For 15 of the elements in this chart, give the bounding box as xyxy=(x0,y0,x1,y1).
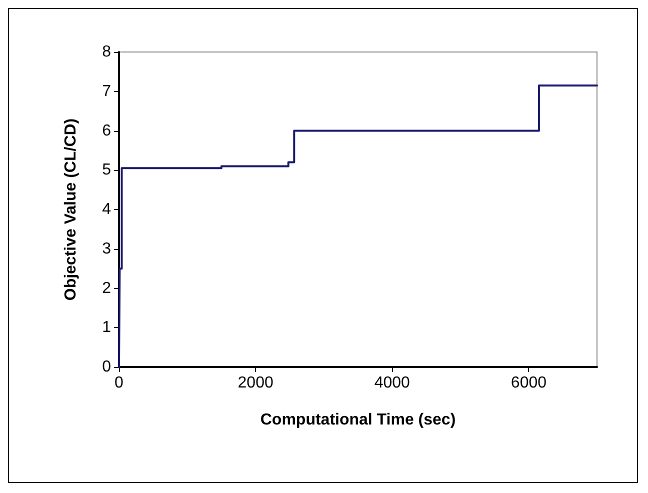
x-tick-label: 6000 xyxy=(510,374,547,392)
x-axis-title: Computational Time (sec) xyxy=(260,412,456,428)
y-axis-title: Objective Value (CL/CD) xyxy=(62,118,80,301)
y-tick-label: 8 xyxy=(102,44,112,60)
y-tick-label: 4 xyxy=(102,201,112,218)
y-tick-label: 3 xyxy=(102,240,112,258)
x-tick-label: 2000 xyxy=(238,374,274,392)
x-tick-label: 4000 xyxy=(374,374,410,392)
y-tick-label: 7 xyxy=(102,82,112,100)
x-tick-label: 0 xyxy=(114,374,124,392)
y-tick-label: 0 xyxy=(102,358,112,376)
y-tick-label: 6 xyxy=(102,122,112,140)
y-tick-label: 5 xyxy=(102,162,112,179)
y-tick-label: 2 xyxy=(102,280,112,297)
y-tick-label: 1 xyxy=(102,319,112,336)
